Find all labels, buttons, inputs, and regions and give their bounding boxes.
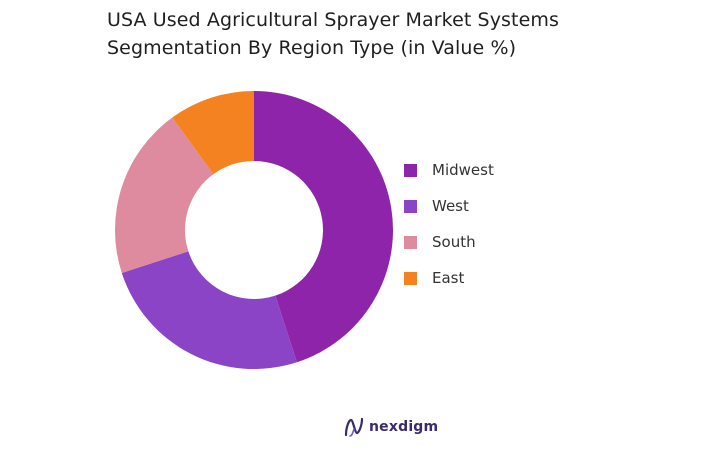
chart-legend: Midwest West South East (404, 158, 494, 290)
legend-item-south: South (404, 230, 494, 254)
legend-item-midwest: Midwest (404, 158, 494, 182)
brand-name: nexdigm (369, 419, 439, 435)
chart-title: USA Used Agricultural Sprayer Market Sys… (107, 6, 667, 62)
legend-swatch-east (404, 271, 417, 285)
brand-logo: nexdigm (343, 415, 438, 439)
donut-slice-south (115, 117, 214, 273)
legend-swatch-midwest (404, 163, 417, 177)
legend-label-midwest: Midwest (432, 161, 494, 179)
donut-slice-midwest (254, 91, 394, 363)
chart-title-line-1: USA Used Agricultural Sprayer Market Sys… (107, 9, 559, 31)
legend-label-west: West (432, 197, 469, 215)
legend-swatch-south (404, 235, 417, 249)
legend-label-east: East (432, 269, 465, 287)
donut-slice-east (172, 91, 254, 175)
nexdigm-logo-icon (344, 417, 364, 437)
chart-title-line-2: Segmentation By Region Type (in Value %) (107, 37, 517, 59)
legend-item-west: West (404, 194, 494, 218)
legend-item-east: East (404, 266, 494, 290)
legend-label-south: South (432, 233, 476, 251)
donut-slice-west (121, 251, 297, 369)
legend-swatch-west (404, 199, 417, 213)
